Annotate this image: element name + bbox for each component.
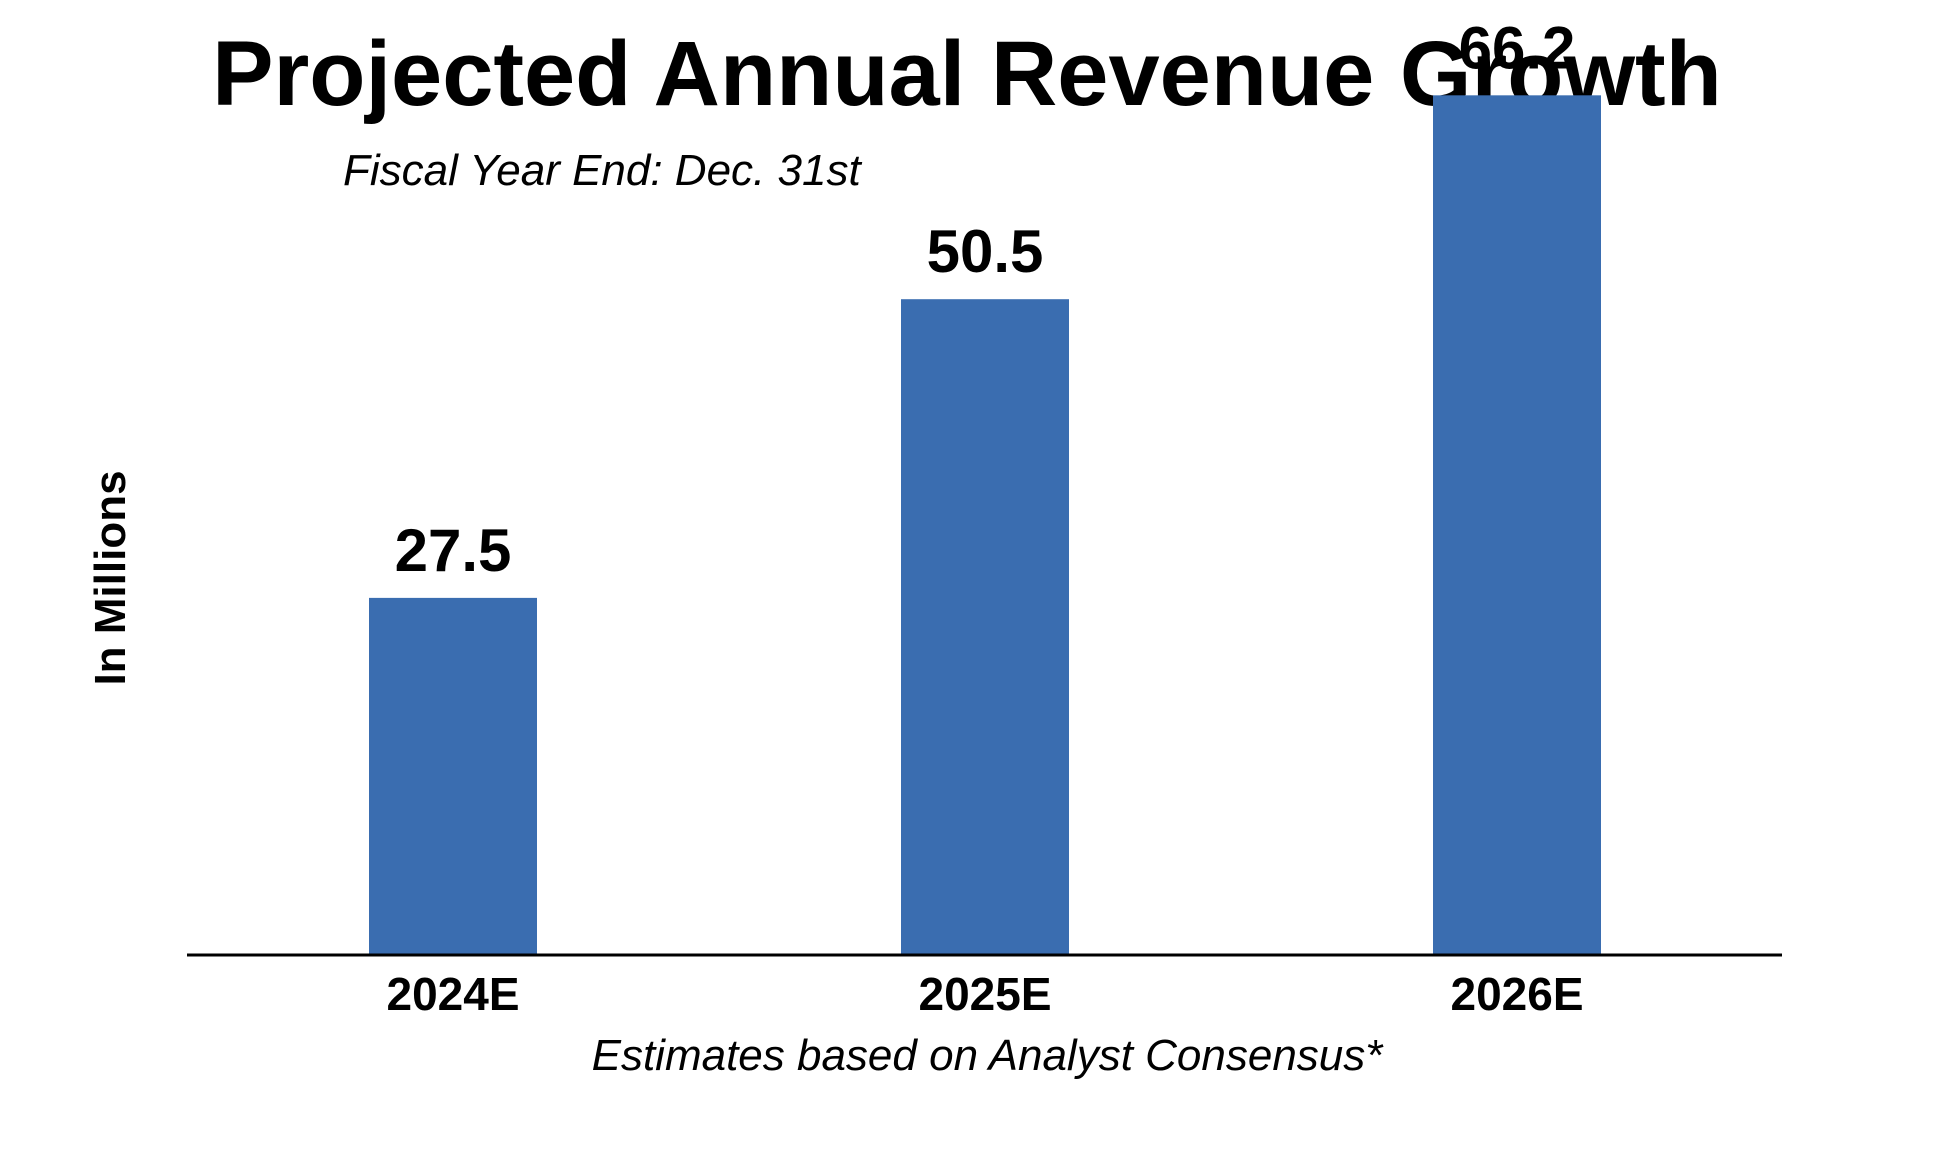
bar-2025e (901, 299, 1069, 955)
bar-2024e (369, 597, 537, 955)
chart-subtitle: Fiscal Year End: Dec. 31st (343, 146, 862, 195)
x-tick-label-2026e: 2026E (1450, 968, 1583, 1020)
data-label-2026e: 66.2 (1459, 14, 1576, 81)
bar-2026e (1433, 95, 1601, 955)
labels-layer: 27.5 2024E 50.5 2025E 66.2 2026E (386, 14, 1583, 1020)
data-label-2024e: 27.5 (395, 517, 512, 584)
bars-layer (369, 95, 1601, 955)
x-tick-label-2024e: 2024E (386, 968, 519, 1020)
chart-footnote: Estimates based on Analyst Consensus* (592, 1031, 1385, 1080)
data-label-2025e: 50.5 (927, 218, 1044, 285)
x-tick-label-2025e: 2025E (918, 968, 1051, 1020)
y-axis-label: In Millions (86, 470, 135, 685)
